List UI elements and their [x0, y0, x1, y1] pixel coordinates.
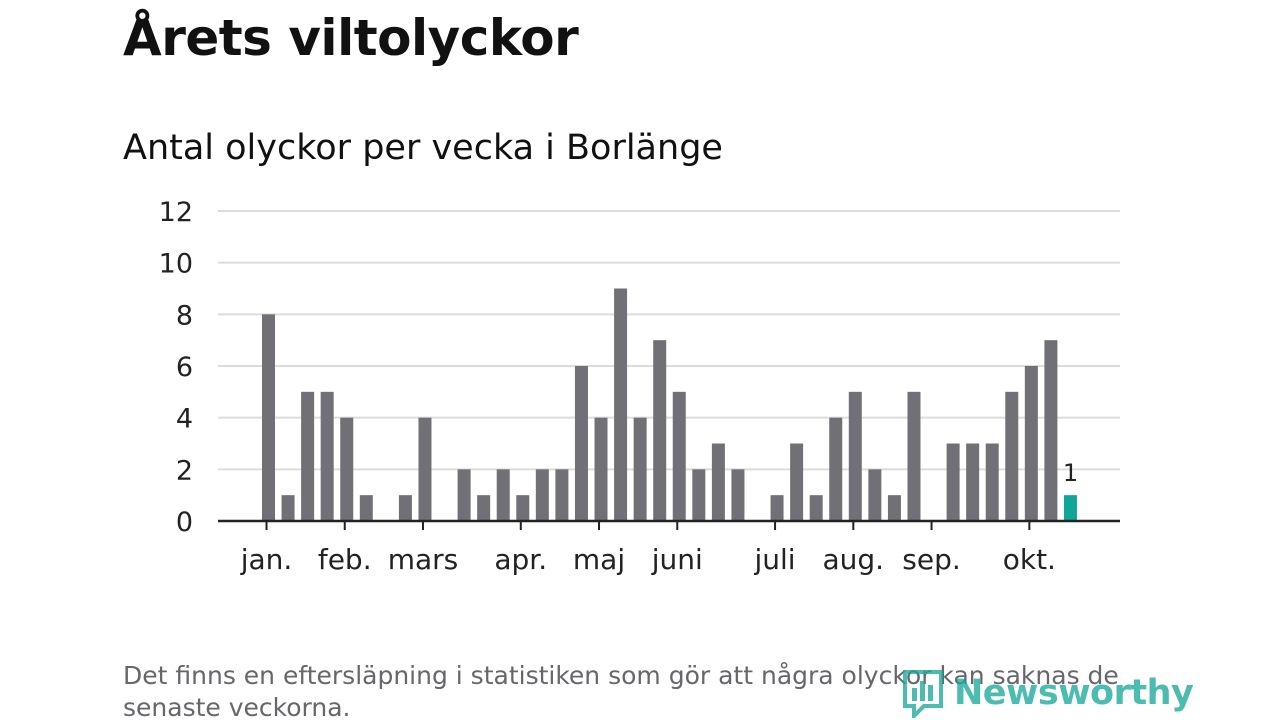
y-tick-label: 4 [176, 404, 193, 435]
bar [770, 495, 784, 521]
bar [516, 495, 530, 521]
footnote: Det finns en eftersläpning i statistiken… [123, 661, 1119, 722]
bar [731, 469, 745, 521]
bar [574, 366, 588, 521]
bar [320, 391, 334, 521]
bar [653, 340, 667, 521]
bar [946, 443, 960, 521]
bar [829, 417, 843, 521]
bar [594, 417, 608, 521]
logo-text: Newsworthy [954, 673, 1194, 713]
bar [398, 495, 412, 521]
x-tick-label: feb. [318, 543, 372, 576]
bar-chart-logo-icon [903, 670, 943, 718]
bar [555, 469, 569, 521]
y-tick-label: 2 [176, 455, 193, 486]
x-tick-label: aug. [823, 543, 885, 576]
bar [614, 288, 628, 521]
bar [907, 391, 921, 521]
x-tick-label: apr. [494, 543, 547, 576]
bar [633, 417, 647, 521]
x-tick-label: jan. [240, 543, 293, 576]
bar [985, 443, 999, 521]
x-tick-label: maj [573, 543, 625, 576]
bar [457, 469, 471, 521]
y-tick-label: 10 [159, 249, 193, 280]
bar [1044, 340, 1058, 521]
y-tick-label: 8 [176, 300, 193, 331]
bar [262, 314, 275, 521]
bar [790, 443, 804, 521]
bar [809, 495, 823, 521]
x-tick-label: okt. [1003, 543, 1056, 576]
bar [340, 417, 354, 521]
x-tick-label: juli [754, 543, 796, 576]
bar [301, 391, 315, 521]
bar [672, 391, 686, 521]
bar [477, 495, 491, 521]
bar [868, 469, 882, 521]
x-tick-label: sep. [902, 543, 961, 576]
chart-subtitle: Antal olyckor per vecka i Borlänge [123, 128, 723, 168]
y-tick-label: 6 [176, 352, 193, 383]
bar [848, 391, 862, 521]
bar [1024, 366, 1038, 521]
bar [887, 495, 901, 521]
bar [1005, 391, 1019, 521]
newsworthy-logo: Newsworthy [902, 668, 1194, 718]
x-tick-label: juni [651, 543, 703, 576]
chart-title: Årets viltolyckor [123, 9, 579, 67]
bar [966, 443, 980, 521]
x-tick-label: mars [388, 543, 459, 576]
highlight-bar [1063, 495, 1077, 521]
bar [281, 495, 295, 521]
y-tick-label: 12 [159, 197, 193, 228]
bar [692, 469, 706, 521]
y-tick-label: 0 [176, 507, 193, 538]
bar [496, 469, 510, 521]
bar [418, 417, 432, 521]
bar [711, 443, 725, 521]
data-label: 1 [1063, 459, 1078, 487]
bar [535, 469, 549, 521]
bar [359, 495, 373, 521]
